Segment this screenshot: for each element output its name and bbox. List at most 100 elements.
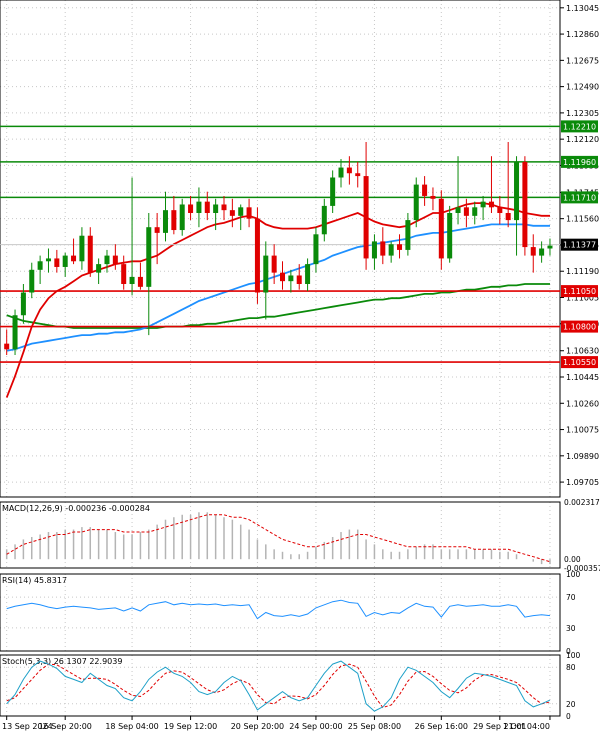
level-label: 1.12210 bbox=[563, 122, 596, 131]
candle-up bbox=[79, 235, 85, 262]
stoch-panel: Stoch(5,3,3) 26.1307 22.9039 100 80 20 0 bbox=[0, 651, 581, 721]
stoch-label: Stoch(5,3,3) 26.1307 22.9039 bbox=[2, 657, 122, 666]
level-label: 1.11710 bbox=[563, 193, 596, 202]
candle-down bbox=[522, 161, 528, 248]
price-tick-label: 1.11190 bbox=[566, 267, 599, 276]
candle-down bbox=[505, 213, 511, 221]
time-tick-label: 1 Oct 04:00 bbox=[503, 722, 550, 731]
candle-down bbox=[280, 272, 286, 282]
candle-up bbox=[371, 241, 377, 259]
current-price-tag bbox=[561, 238, 598, 251]
time-tick-label: 16 Sep 20:00 bbox=[38, 722, 91, 731]
candle-up bbox=[405, 220, 411, 250]
candle-up bbox=[472, 207, 478, 216]
rsi-panel-frame bbox=[0, 573, 561, 652]
stoch-tick-label: 20 bbox=[566, 700, 576, 709]
price-panel: 1.13045 1.12860 1.12675 1.12490 1.12305 1.121… bbox=[0, 0, 599, 498]
candle-down bbox=[188, 204, 194, 213]
candle-up bbox=[305, 264, 311, 284]
price-tick-label: 1.12675 bbox=[566, 56, 599, 65]
candle-down bbox=[246, 207, 252, 219]
level-tag bbox=[561, 356, 598, 369]
macd-signal-line bbox=[6, 514, 551, 563]
ma-fast-line bbox=[5, 202, 550, 398]
price-tick-label: 1.10630 bbox=[566, 347, 599, 356]
macd-tick-label: 0.00 bbox=[564, 555, 581, 564]
candle-down bbox=[54, 258, 60, 267]
candle-down bbox=[254, 218, 260, 293]
candle-up bbox=[213, 204, 219, 213]
candle-down bbox=[71, 255, 77, 262]
candle-up bbox=[104, 255, 110, 265]
candle-down bbox=[229, 210, 235, 216]
candle-down bbox=[380, 241, 386, 256]
time-tick-label: 29 Sep 21:01 bbox=[473, 722, 526, 731]
candle-down bbox=[422, 184, 428, 196]
candle-up bbox=[313, 234, 319, 265]
candle-down bbox=[488, 201, 494, 208]
candle-down bbox=[137, 276, 143, 287]
level-tag bbox=[561, 120, 598, 133]
time-tick-label: 25 Sep 08:00 bbox=[348, 722, 401, 731]
candle-up bbox=[62, 255, 68, 267]
macd-panel-frame bbox=[0, 501, 561, 569]
price-tick-label: 1.11560 bbox=[566, 215, 599, 224]
time-tick-label: 19 Sep 12:00 bbox=[164, 722, 217, 731]
price-tick-label: 1.12490 bbox=[566, 83, 599, 92]
price-tick-label: 1.11005 bbox=[566, 293, 599, 302]
candle-up bbox=[146, 227, 152, 287]
candle-up bbox=[539, 248, 545, 256]
candle-up bbox=[288, 275, 294, 282]
candle-down bbox=[438, 198, 444, 259]
price-tick-label: 1.10445 bbox=[566, 373, 599, 382]
level-label: 1.10550 bbox=[563, 358, 596, 367]
rsi-tick-label: 70 bbox=[566, 593, 576, 602]
macd-panel: MACD(12,26,9) -0.000236 -0.000284 0.0023… bbox=[0, 498, 600, 573]
level-tag bbox=[561, 320, 598, 333]
candle-down bbox=[271, 255, 277, 273]
ma-mid-line bbox=[6, 223, 550, 352]
candle-up bbox=[37, 261, 43, 270]
candle-up bbox=[330, 177, 336, 206]
candle-down bbox=[363, 176, 369, 259]
stoch-panel-frame bbox=[0, 654, 561, 717]
candle-down bbox=[171, 210, 177, 231]
candle-up bbox=[238, 207, 244, 216]
level-label: 1.10800 bbox=[563, 323, 596, 332]
time-tick-label: 13 Sep 2024 bbox=[2, 722, 53, 731]
candle-up bbox=[480, 201, 486, 208]
current-price-label: 1.11377 bbox=[563, 241, 596, 250]
level-tag bbox=[561, 155, 598, 168]
price-tick-label: 1.10075 bbox=[566, 426, 599, 435]
candle-down bbox=[121, 264, 127, 284]
stoch-tick-label: 100 bbox=[566, 651, 581, 660]
rsi-line bbox=[6, 599, 551, 620]
rsi-tick-label: 0 bbox=[566, 647, 571, 656]
candle-down bbox=[4, 343, 10, 350]
candle-down bbox=[397, 244, 403, 250]
candle-down bbox=[154, 227, 160, 233]
macd-tick-label: 0.002317 bbox=[564, 498, 600, 507]
price-tick-label: 1.09705 bbox=[566, 478, 599, 487]
candle-up bbox=[196, 201, 202, 213]
level-tag bbox=[561, 191, 598, 204]
candle-up bbox=[413, 184, 419, 221]
candle-down bbox=[87, 235, 93, 273]
candle-up bbox=[96, 264, 102, 273]
price-tick-label: 1.13045 bbox=[566, 4, 599, 13]
stoch-d-line bbox=[6, 663, 551, 709]
level-label: 1.11960 bbox=[563, 158, 596, 167]
time-tick-label: 26 Sep 16:00 bbox=[415, 722, 468, 731]
candle-up bbox=[12, 315, 18, 350]
candle-down bbox=[221, 204, 227, 211]
candle-down bbox=[497, 207, 503, 213]
rsi-label: RSI(14) 45.8317 bbox=[2, 576, 67, 585]
stoch-k-line bbox=[6, 660, 551, 712]
candle-up bbox=[321, 205, 327, 235]
candle-down bbox=[296, 275, 302, 284]
candle-down bbox=[530, 247, 536, 256]
price-tick-label: 1.12305 bbox=[566, 109, 599, 118]
price-tick-label: 1.09890 bbox=[566, 452, 599, 461]
candle-up bbox=[162, 210, 168, 233]
